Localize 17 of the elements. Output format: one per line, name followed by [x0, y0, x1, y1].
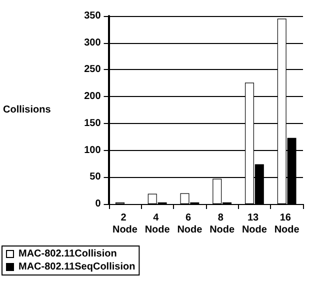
x-tick-label: 13 Node — [242, 212, 268, 236]
y-tick-label: 250 — [84, 64, 102, 76]
x-tick-label: 4 Node — [144, 212, 170, 236]
y-tick-label: 0 — [95, 198, 102, 210]
y-tick-label: 100 — [84, 144, 102, 156]
y-tick-label: 50 — [90, 172, 102, 183]
x-tick-label: 6 Node — [177, 212, 203, 236]
x-tick-label: 2 Node — [112, 212, 138, 236]
x-tick-label: 16 Node — [274, 212, 300, 236]
x-tick-label: 8 Node — [210, 212, 236, 236]
y-tick-label: 300 — [84, 37, 102, 48]
legend-label: MAC-802.11Collision — [18, 248, 117, 260]
y-tick-label: 350 — [84, 10, 102, 22]
legend-label: MAC-802.11SeqCollision — [18, 262, 136, 272]
y-tick-label: 150 — [84, 118, 102, 129]
y-axis-title: Collisions — [2, 104, 52, 116]
y-tick-label: 200 — [84, 91, 102, 102]
